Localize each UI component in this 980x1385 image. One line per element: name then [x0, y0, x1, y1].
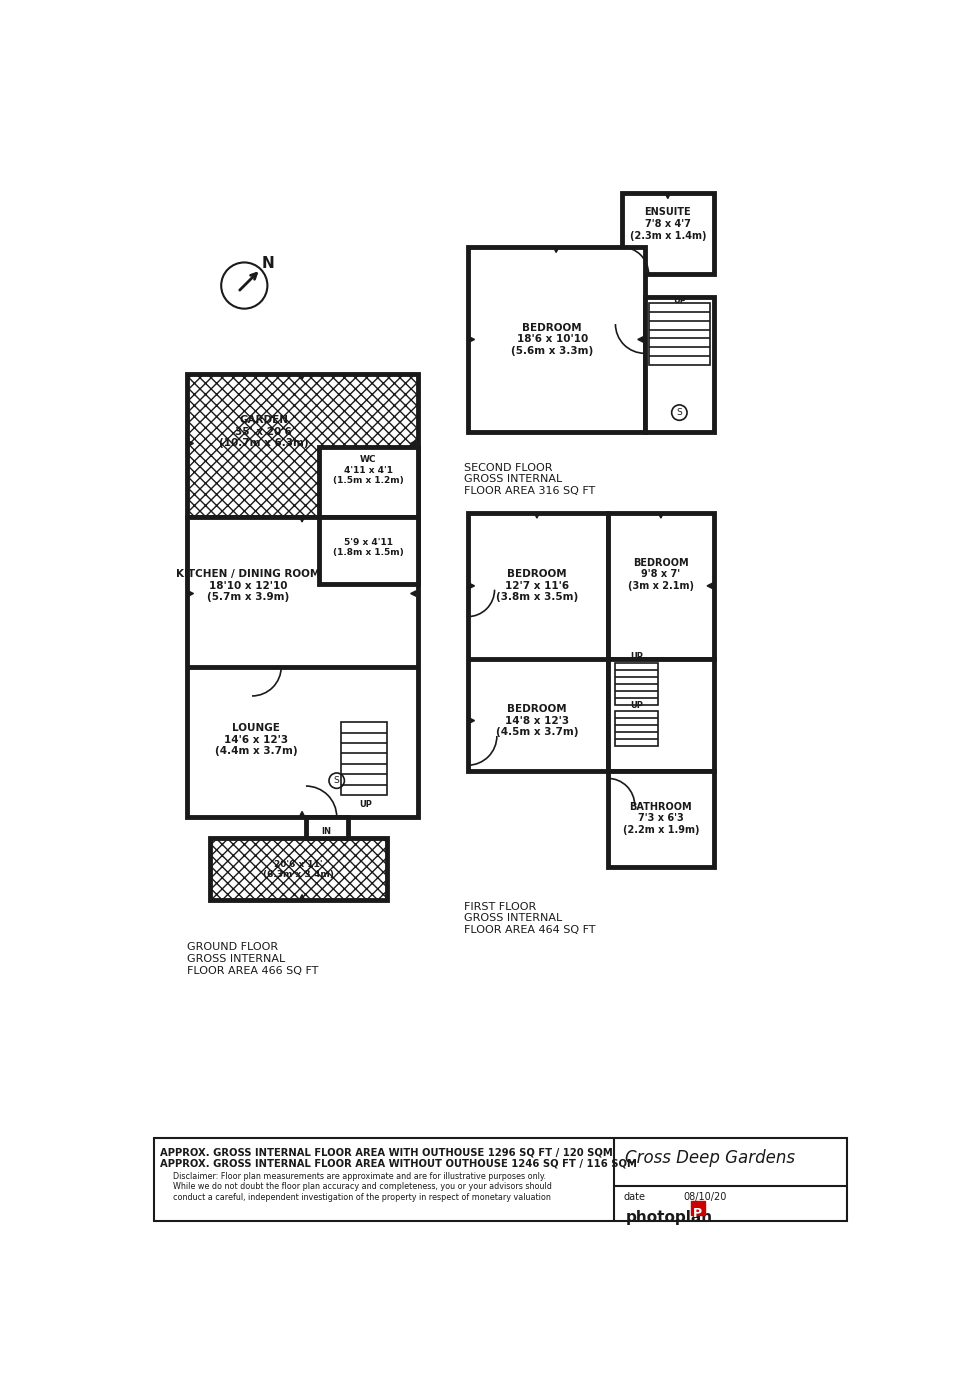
Polygon shape [469, 337, 474, 342]
Text: UP: UP [359, 801, 371, 809]
Text: BEDROOM
14'8 x 12'3
(4.5m x 3.7m): BEDROOM 14'8 x 12'3 (4.5m x 3.7m) [496, 704, 578, 737]
Polygon shape [299, 895, 305, 900]
Text: BATHROOM
7'3 x 6'3
(2.2m x 1.9m): BATHROOM 7'3 x 6'3 (2.2m x 1.9m) [622, 802, 699, 835]
Polygon shape [554, 247, 559, 252]
Polygon shape [299, 812, 305, 817]
Polygon shape [299, 374, 305, 379]
Bar [210, 838, 387, 900]
Bar [608, 770, 714, 867]
Text: N: N [262, 256, 274, 270]
Text: Disclaimer: Floor plan measurements are approximate and are for illustrative pur: Disclaimer: Floor plan measurements are … [173, 1172, 553, 1202]
Text: BEDROOM
12'7 x 11'6
(3.8m x 3.5m): BEDROOM 12'7 x 11'6 (3.8m x 3.5m) [496, 569, 578, 602]
Text: S: S [676, 409, 682, 417]
Bar [615, 712, 658, 747]
Bar [319, 517, 417, 584]
Bar [319, 447, 417, 517]
Polygon shape [411, 440, 416, 446]
Bar [645, 298, 714, 432]
Bar [649, 303, 710, 364]
Text: S: S [334, 776, 340, 785]
Text: WC
4'11 x 4'1
(1.5m x 1.2m): WC 4'11 x 4'1 (1.5m x 1.2m) [333, 456, 404, 485]
Bar [691, 1201, 705, 1215]
Text: UP: UP [630, 652, 643, 661]
Bar [608, 659, 714, 770]
Text: date: date [623, 1192, 645, 1202]
Text: 5'9 x 4'11
(1.8m x 1.5m): 5'9 x 4'11 (1.8m x 1.5m) [333, 537, 404, 557]
Text: BEDROOM
9'8 x 7'
(3m x 2.1m): BEDROOM 9'8 x 7' (3m x 2.1m) [628, 558, 694, 591]
Text: FIRST FLOOR
GROSS INTERNAL
FLOOR AREA 464 SQ FT: FIRST FLOOR GROSS INTERNAL FLOOR AREA 46… [464, 902, 595, 935]
Text: KITCHEN / DINING ROOM
18'10 x 12'10
(5.7m x 3.9m): KITCHEN / DINING ROOM 18'10 x 12'10 (5.7… [176, 569, 320, 602]
Polygon shape [188, 440, 193, 446]
Polygon shape [659, 512, 663, 518]
Text: photoplan: photoplan [625, 1209, 712, 1224]
Text: UP: UP [673, 296, 686, 306]
Polygon shape [708, 583, 712, 589]
Polygon shape [665, 193, 670, 198]
Text: P: P [693, 1208, 703, 1220]
Text: 08/10/20: 08/10/20 [683, 1192, 726, 1202]
Polygon shape [299, 517, 305, 522]
Text: IN: IN [321, 827, 331, 837]
Polygon shape [638, 337, 643, 342]
Text: LOUNGE
14'6 x 12'3
(4.4m x 3.7m): LOUNGE 14'6 x 12'3 (4.4m x 3.7m) [215, 723, 297, 756]
Polygon shape [469, 583, 474, 589]
Bar [306, 817, 348, 838]
Bar [186, 374, 417, 517]
Bar [341, 722, 387, 795]
Text: 20'6 x 11'
(6.3m x 3.4m): 20'6 x 11' (6.3m x 3.4m) [263, 860, 333, 879]
Text: BEDROOM
18'6 x 10'10
(5.6m x 3.3m): BEDROOM 18'6 x 10'10 (5.6m x 3.3m) [512, 323, 594, 356]
Text: ENSUITE
7'8 x 4'7
(2.3m x 1.4m): ENSUITE 7'8 x 4'7 (2.3m x 1.4m) [629, 208, 706, 241]
Bar [608, 512, 714, 659]
Text: SECOND FLOOR
GROSS INTERNAL
FLOOR AREA 316 SQ FT: SECOND FLOOR GROSS INTERNAL FLOOR AREA 3… [464, 463, 595, 496]
Polygon shape [411, 591, 416, 597]
Text: Cross Deep Gardens: Cross Deep Gardens [625, 1150, 796, 1168]
Text: GARDEN
35' x 20'6
(10.7m x 6.3m): GARDEN 35' x 20'6 (10.7m x 6.3m) [219, 416, 309, 449]
Text: UP: UP [630, 701, 643, 709]
Text: GROUND FLOOR
GROSS INTERNAL
FLOOR AREA 466 SQ FT: GROUND FLOOR GROSS INTERNAL FLOOR AREA 4… [186, 942, 318, 975]
Text: APPROX. GROSS INTERNAL FLOOR AREA WITH OUTHOUSE 1296 SQ FT / 120 SQM
APPROX. GRO: APPROX. GROSS INTERNAL FLOOR AREA WITH O… [161, 1147, 637, 1169]
Bar [186, 517, 417, 817]
Bar [467, 247, 645, 432]
Bar [621, 193, 714, 274]
Bar [154, 1138, 848, 1222]
Polygon shape [534, 512, 540, 518]
Polygon shape [469, 717, 474, 723]
Polygon shape [188, 591, 193, 597]
Bar [467, 512, 608, 770]
Bar [615, 663, 658, 705]
